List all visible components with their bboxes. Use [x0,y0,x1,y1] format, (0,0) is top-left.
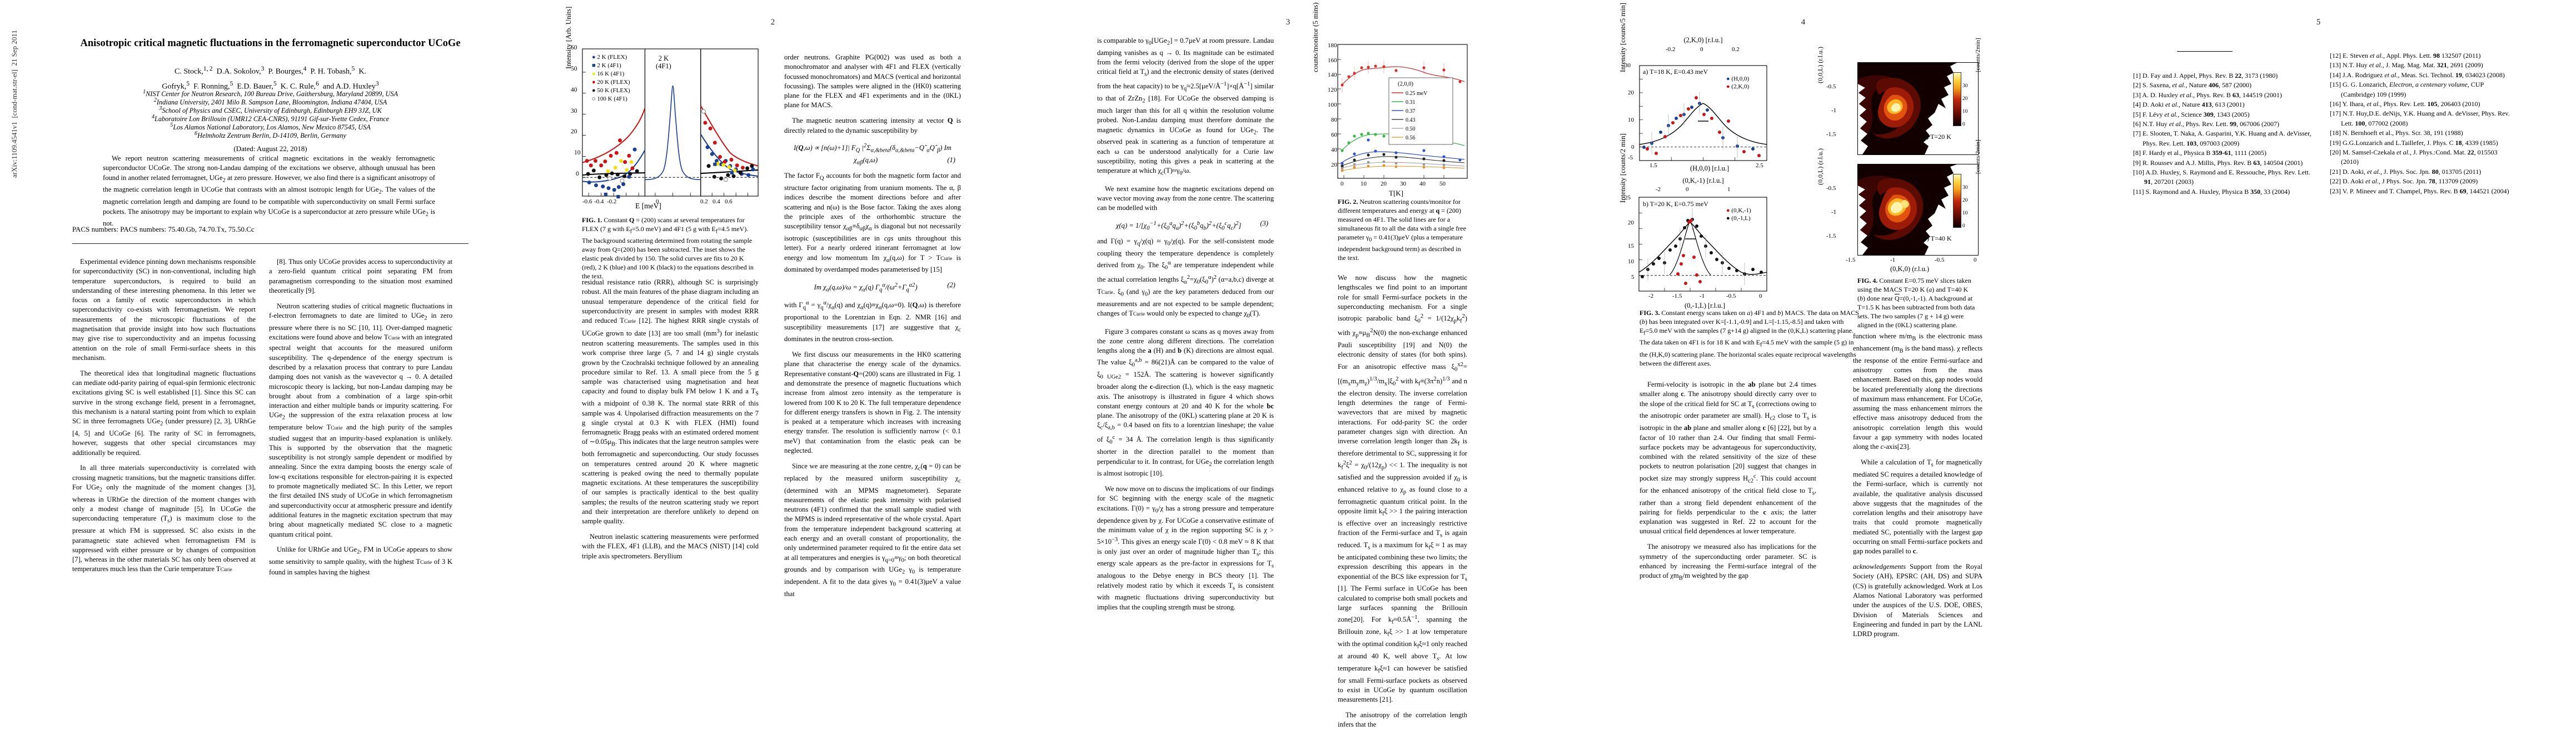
svg-text:0.50: 0.50 [1406,126,1416,132]
svg-text:(2,0,0): (2,0,0) [1398,81,1413,87]
svg-text:0.56: 0.56 [1406,135,1416,141]
svg-text:0.43: 0.43 [1406,117,1416,123]
svg-text:0.31: 0.31 [1406,99,1416,106]
svg-text:0.37: 0.37 [1406,108,1416,114]
svg-text:0.25 meV: 0.25 meV [1406,91,1428,97]
